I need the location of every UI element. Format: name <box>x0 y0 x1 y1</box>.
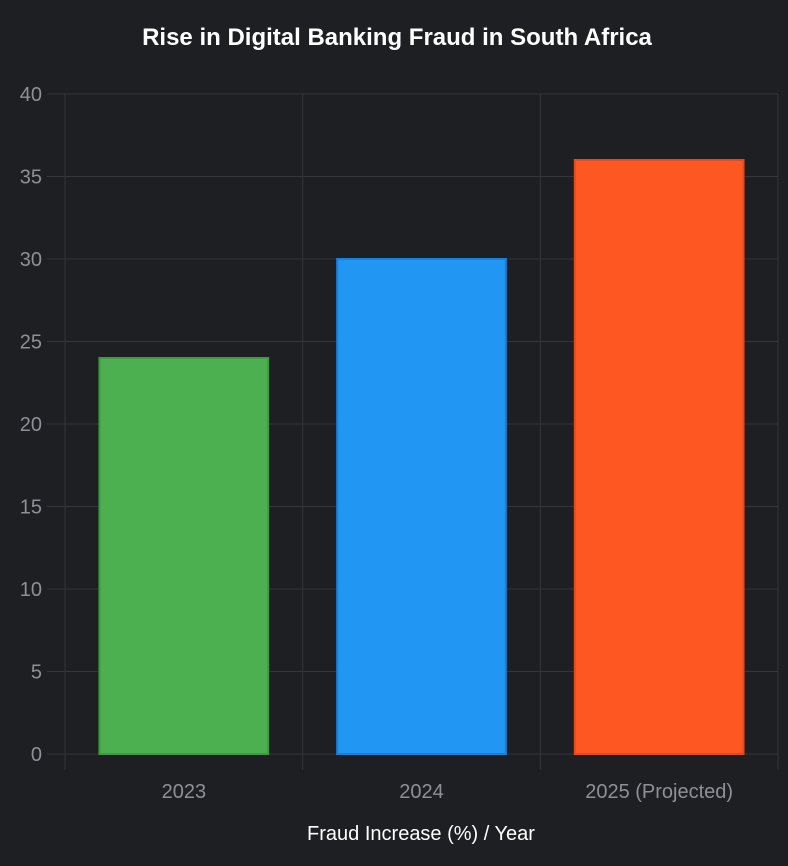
y-tick-label: 20 <box>20 414 42 436</box>
bar-2023[interactable] <box>98 357 270 755</box>
x-tick-label: 2024 <box>399 781 444 803</box>
y-tick-label: 40 <box>20 84 42 106</box>
y-tick-label: 30 <box>20 249 42 271</box>
x-tick-label: 2023 <box>162 781 207 803</box>
y-tick-label: 5 <box>31 662 42 684</box>
x-axis-ticks: 2023 2024 2025 (Projected) <box>162 781 734 803</box>
y-tick-label: 15 <box>20 497 42 519</box>
y-tick-label: 0 <box>31 744 42 766</box>
x-axis-label: Fraud Increase (%) / Year <box>307 823 535 845</box>
bar-2024[interactable] <box>336 258 507 755</box>
chart-title: Rise in Digital Banking Fraud in South A… <box>142 24 652 51</box>
x-tick-label: 2025 (Projected) <box>585 781 733 803</box>
bar-2025-projected[interactable] <box>573 159 745 755</box>
y-tick-label: 10 <box>20 579 42 601</box>
bar-layer <box>98 159 745 755</box>
y-axis-ticks: 0 5 10 15 20 25 30 35 40 <box>20 84 42 766</box>
y-tick-label: 25 <box>20 332 42 354</box>
y-tick-label: 35 <box>20 167 42 189</box>
